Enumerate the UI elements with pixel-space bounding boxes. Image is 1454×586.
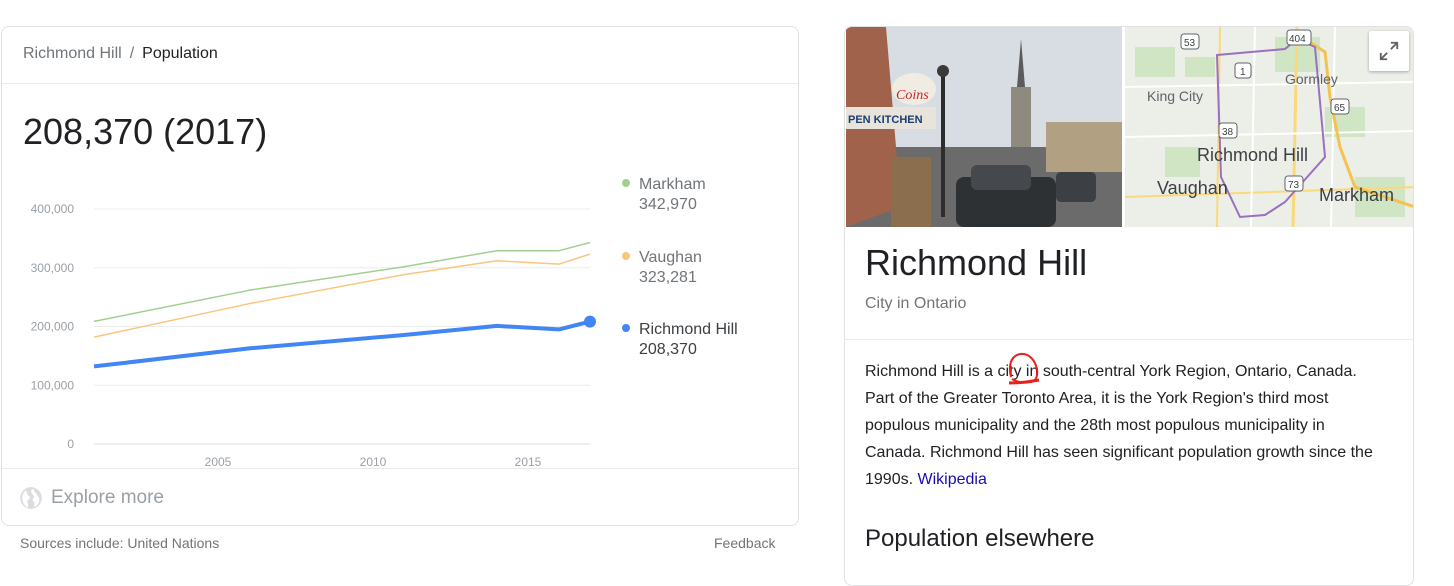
description-text: Richmond Hill is a city in south-central… <box>865 363 1373 488</box>
wikipedia-link[interactable]: Wikipedia <box>917 471 987 488</box>
breadcrumb-current: Population <box>142 45 218 62</box>
map-label-markham: Markham <box>1319 185 1394 205</box>
svg-text:73: 73 <box>1288 180 1300 191</box>
card-divider-bottom <box>2 468 798 469</box>
legend-item-richmond-hill[interactable]: Richmond Hill 208,370 <box>622 320 738 360</box>
population-headline: 208,370 (2017) <box>23 111 268 152</box>
y-tick-label: 400,000 <box>31 202 75 216</box>
y-tick-label: 100,000 <box>31 378 75 392</box>
photo-sign-text: Coins <box>896 88 929 103</box>
svg-text:1: 1 <box>1240 67 1246 78</box>
legend-dot-markham <box>622 179 630 187</box>
map-label-king-city: King City <box>1147 88 1203 104</box>
knowledge-panel: PEN KITCHEN Coins <box>844 26 1414 586</box>
chart-series <box>93 241 596 369</box>
legend-item-markham[interactable]: Markham 342,970 <box>622 175 738 215</box>
explore-more-label: Explore more <box>51 487 164 508</box>
breadcrumb-separator: / <box>129 45 135 62</box>
chart-legend: Markham 342,970 Vaughan 323,281 Richmond… <box>622 175 738 360</box>
series-endpoint-richmond-hill[interactable] <box>584 315 596 328</box>
entity-title: Richmond Hill <box>865 242 1088 283</box>
series-line-vaughan[interactable] <box>93 253 591 338</box>
legend-value-richmond-hill: 208,370 <box>639 341 697 358</box>
legend-dot-richmond-hill <box>622 324 630 332</box>
legend-value-vaughan: 323,281 <box>639 269 697 286</box>
highway-shield-404: 404 <box>1286 29 1312 46</box>
expand-map-button[interactable] <box>1369 31 1409 71</box>
svg-text:404: 404 <box>1289 34 1306 45</box>
map-label-gormley: Gormley <box>1285 71 1338 87</box>
legend-name-vaughan: Vaughan <box>639 249 702 266</box>
series-line-markham[interactable] <box>93 241 591 323</box>
map-label-vaughan: Vaughan <box>1157 178 1228 198</box>
street-photo[interactable]: PEN KITCHEN Coins <box>846 27 1122 227</box>
breadcrumb: Richmond Hill / Population <box>23 45 218 63</box>
globe-icon <box>20 487 42 509</box>
series-line-richmond-hill[interactable] <box>93 319 591 369</box>
chart-y-axis: 400,000 300,000 200,000 100,000 0 <box>31 202 75 451</box>
highway-shield-65: 65 <box>1330 98 1350 115</box>
map-graphic: King City Gormley Richmond Hill Vaughan … <box>1125 27 1413 227</box>
chart-x-axis: 2005 2010 2015 <box>205 455 542 467</box>
svg-text:38: 38 <box>1222 127 1234 138</box>
sources-note: Sources include: United Nations <box>20 535 220 551</box>
map-thumbnail[interactable]: King City Gormley Richmond Hill Vaughan … <box>1125 27 1413 227</box>
card-divider-top <box>2 83 798 84</box>
legend-dot-vaughan <box>622 252 630 260</box>
chart-gridlines <box>94 208 590 445</box>
feedback-link[interactable]: Feedback <box>714 535 776 551</box>
legend-item-vaughan[interactable]: Vaughan 323,281 <box>622 248 738 288</box>
expand-icon <box>1379 41 1399 61</box>
x-tick-label: 2010 <box>360 455 387 467</box>
legend-name-richmond-hill: Richmond Hill <box>639 321 738 338</box>
population-elsewhere-heading: Population elsewhere <box>865 525 1095 552</box>
highway-shield-53: 53 <box>1180 33 1200 50</box>
entity-description: Richmond Hill is a city in south-central… <box>865 358 1375 493</box>
svg-text:53: 53 <box>1184 38 1196 49</box>
highway-shield-1: 1 <box>1234 62 1252 79</box>
population-card: Richmond Hill / Population 208,370 (2017) … <box>1 26 799 526</box>
legend-name-markham: Markham <box>639 176 706 193</box>
x-tick-label: 2005 <box>205 455 232 467</box>
y-tick-label: 200,000 <box>31 320 75 334</box>
x-tick-label: 2015 <box>515 455 542 467</box>
panel-divider <box>845 339 1413 340</box>
breadcrumb-parent-link[interactable]: Richmond Hill <box>23 45 122 62</box>
y-tick-label: 300,000 <box>31 261 75 275</box>
highway-shield-73: 73 <box>1284 175 1304 192</box>
entity-subtitle: City in Ontario <box>865 295 967 312</box>
svg-text:65: 65 <box>1334 103 1346 114</box>
explore-more-button[interactable]: Explore more <box>18 485 164 511</box>
photo-banner-text: PEN KITCHEN <box>848 114 923 126</box>
map-label-richmond-hill: Richmond Hill <box>1197 145 1308 165</box>
highway-shield-38: 38 <box>1218 122 1238 139</box>
legend-value-markham: 342,970 <box>639 196 697 213</box>
y-tick-label: 0 <box>67 437 74 451</box>
